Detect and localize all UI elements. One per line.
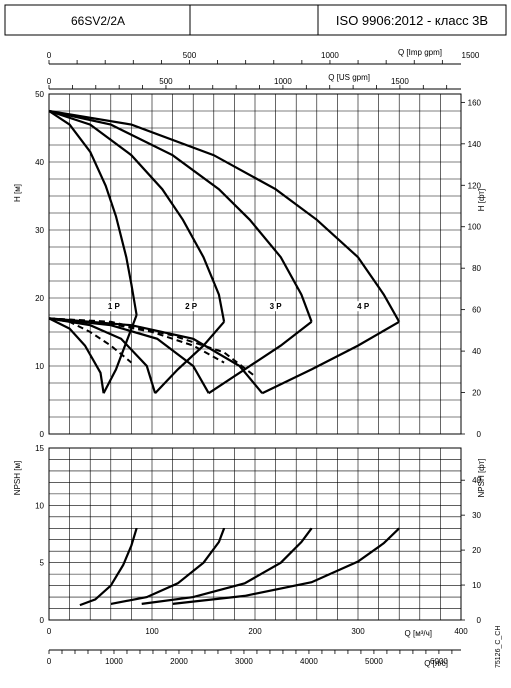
- head-curve-2: [48, 109, 226, 323]
- y-tick-right: 100: [468, 223, 482, 232]
- imp-tick-label: 1000: [321, 51, 339, 60]
- series-label-bg: [351, 301, 376, 312]
- operating-branch: [48, 317, 157, 394]
- y-tick-left: 40: [35, 158, 44, 167]
- x-tick-ls: 5000: [365, 657, 383, 666]
- y-tick-left: 30: [35, 226, 44, 235]
- npsh-ylabel-left: NPSH [м]: [13, 461, 22, 495]
- x-tick-m3h: 400: [454, 627, 468, 636]
- us-tick-label: 500: [159, 77, 173, 86]
- y-tick-left: 20: [35, 294, 44, 303]
- imp-tick-label: 1500: [462, 51, 480, 60]
- npsh-curve-2: [110, 527, 226, 605]
- series-label: 2 P: [185, 302, 198, 311]
- m3h-label: Q [м³/ч]: [405, 629, 432, 638]
- y-tick-left: 50: [35, 90, 44, 99]
- series-label: 4 P: [357, 302, 370, 311]
- head-ylabel-left: H [м]: [13, 184, 22, 202]
- dashed-curve: [48, 317, 133, 364]
- dashed-curve: [48, 317, 256, 377]
- x-tick-m3h: 0: [47, 627, 52, 636]
- head-ylabel-right: H [фт]: [477, 189, 486, 212]
- us-tick-label: 0: [47, 77, 52, 86]
- npsh-curve-3: [141, 527, 313, 605]
- y-tick-right: 20: [472, 389, 481, 398]
- x-tick-ls: 6000: [430, 657, 448, 666]
- series-label-bg: [101, 301, 126, 312]
- top-scales: Q [Imp gpm] Q [US gpm] 0 500 1000 1500 0 500 1…: [47, 48, 480, 90]
- operating-branch: [208, 320, 313, 395]
- series-label: 1 P: [108, 302, 121, 311]
- y-tick-left: 0: [40, 430, 45, 439]
- y-tick-right: 30: [472, 511, 481, 520]
- operating-branch: [48, 317, 264, 394]
- operating-branch: [48, 317, 210, 394]
- npsh-curve-4: [172, 527, 400, 605]
- operating-branch: [154, 321, 225, 394]
- x-tick-ls: 1000: [105, 657, 123, 666]
- x-tick-m3h: 100: [145, 627, 159, 636]
- model-label: 66SV2/2A: [71, 14, 125, 28]
- x-tick-ls: 0: [47, 657, 52, 666]
- header-box: [4, 4, 507, 36]
- y-tick-right: 120: [468, 181, 482, 190]
- npsh-curve-1: [79, 527, 138, 607]
- standard-label: ISO 9906:2012 - класс 3B: [336, 13, 488, 28]
- y-tick-right: 160: [468, 98, 482, 107]
- x-tick-ls: 4000: [300, 657, 318, 666]
- y-tick-right: 0: [477, 616, 482, 625]
- y-tick-left: 10: [35, 501, 44, 510]
- us-gpm-label: Q [US gpm]: [328, 73, 370, 82]
- y-tick-right: 40: [472, 476, 481, 485]
- y-tick-right: 140: [468, 140, 482, 149]
- imp-tick-label: 500: [183, 51, 197, 60]
- head-curve-1: [48, 110, 138, 316]
- y-tick-right: 10: [472, 581, 481, 590]
- y-tick-left: 5: [40, 559, 45, 568]
- y-tick-left: 0: [40, 616, 45, 625]
- chart-code: 75126_C_CH: [495, 626, 502, 668]
- head-curve-3: [48, 109, 313, 323]
- x-tick-m3h: 200: [248, 627, 262, 636]
- operating-branch: [261, 320, 400, 395]
- x-tick-ls: 2000: [170, 657, 188, 666]
- series-label-bg: [263, 301, 288, 312]
- imp-gpm-label: Q [Imp gpm]: [398, 48, 442, 57]
- head-curve-4: [48, 109, 401, 323]
- y-tick-left: 15: [35, 444, 44, 453]
- imp-tick-label: 0: [47, 51, 52, 60]
- y-tick-left: 10: [35, 362, 44, 371]
- y-tick-right: 60: [472, 306, 481, 315]
- head-chart: 0 10 20 30 40 50 0 20 40 60 80 100 120 140 160 1 P 2 P 3 …: [35, 90, 481, 439]
- us-tick-label: 1500: [391, 77, 409, 86]
- y-tick-right: 0: [477, 430, 482, 439]
- y-tick-right: 40: [472, 347, 481, 356]
- x-tick-ls: 3000: [235, 657, 253, 666]
- operating-branch: [48, 317, 105, 394]
- series-label: 3 P: [270, 302, 283, 311]
- x-tick-m3h: 300: [351, 627, 365, 636]
- npsh-ylabel-right: NPSH [фт]: [477, 459, 486, 498]
- ls-label: Q [л/с]: [424, 659, 448, 668]
- us-tick-label: 1000: [274, 77, 292, 86]
- series-label-bg: [179, 301, 204, 312]
- y-tick-right: 20: [472, 546, 481, 555]
- y-tick-right: 80: [472, 264, 481, 273]
